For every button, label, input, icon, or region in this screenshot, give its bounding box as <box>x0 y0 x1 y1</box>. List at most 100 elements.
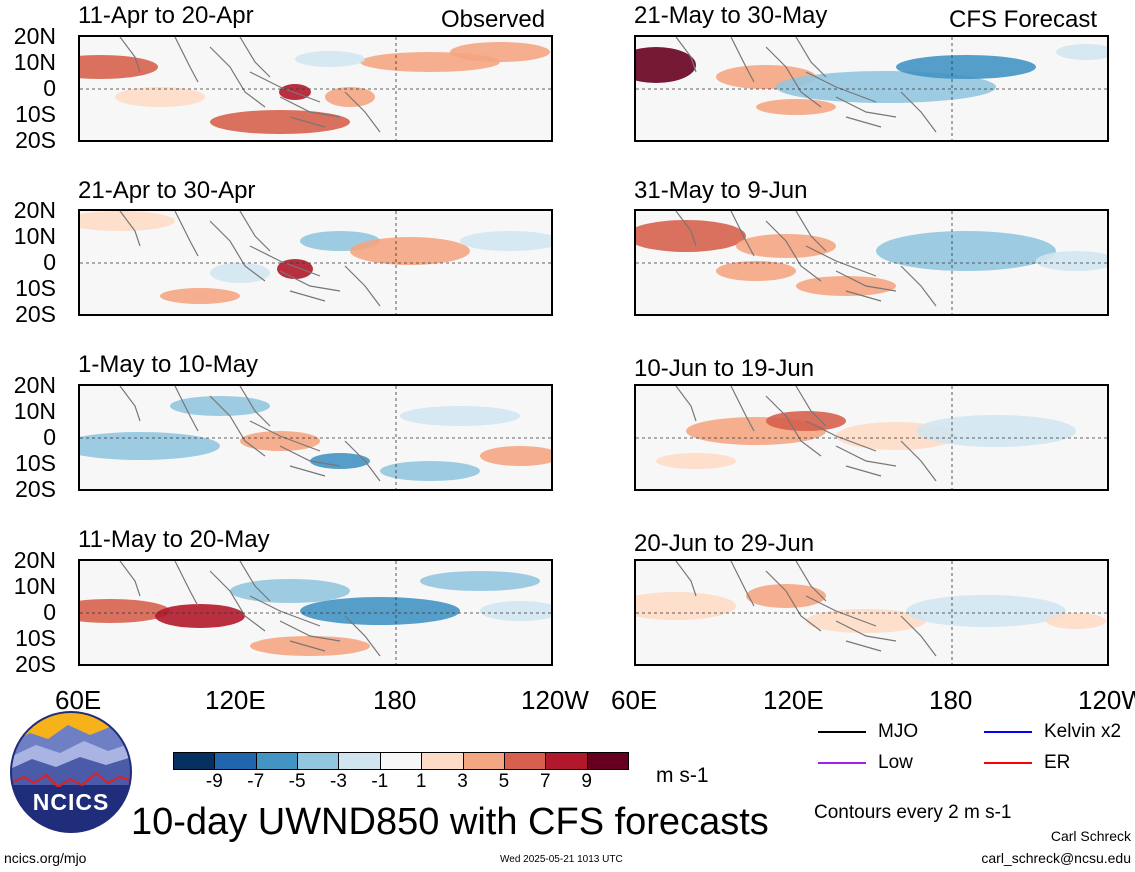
panel-title: 10-Jun to 19-Jun <box>634 355 815 382</box>
lat-label: 20S <box>15 651 56 677</box>
anomaly-blob <box>350 237 470 265</box>
legend-label-mjo: MJO <box>878 721 919 742</box>
colorbar-swatch <box>379 752 423 770</box>
anomaly-blob <box>155 604 245 628</box>
colorbar-tick-label: -7 <box>247 771 265 792</box>
lat-label: 10S <box>15 625 56 651</box>
anomaly-blob <box>736 234 836 258</box>
coastline <box>119 561 381 657</box>
anomaly-blob <box>400 406 520 426</box>
lat-label: 20N <box>13 197 56 223</box>
anomaly-map <box>80 37 551 140</box>
legend-label-kelvin: Kelvin x2 <box>1044 721 1122 742</box>
map-panel <box>634 384 1109 491</box>
anomaly-blob <box>240 431 320 451</box>
panel-title: 21-May to 30-May <box>634 2 828 29</box>
anomaly-map <box>80 211 551 314</box>
colorbar-tick-label: 1 <box>415 771 427 792</box>
coastline <box>119 211 381 307</box>
anomaly-map <box>636 561 1107 664</box>
colorbar-swatch <box>503 752 547 770</box>
lon-label: 120E <box>763 685 824 715</box>
anomaly-blob <box>806 609 926 633</box>
lat-label: 20N <box>13 23 56 49</box>
coastline <box>119 386 381 482</box>
colorbar-swatch <box>421 752 464 770</box>
anomaly-blob <box>1036 251 1107 271</box>
colorbar-ticks: -9 -7 -5 -3 -1 1 3 5 7 9 <box>173 772 628 794</box>
colorbar-tick-label: 7 <box>539 771 551 792</box>
anomaly-blob <box>210 110 350 134</box>
anomaly-blob <box>746 584 826 608</box>
colorbar <box>173 752 629 770</box>
lat-label: 0 <box>43 599 56 625</box>
legend-label-er: ER <box>1044 752 1071 773</box>
lat-label: 20N <box>13 547 56 573</box>
panel-title: 11-Apr to 20-Apr <box>78 2 254 29</box>
anomaly-blob <box>906 595 1066 627</box>
colorbar-tick-label: -5 <box>288 771 306 792</box>
map-panel <box>78 35 553 142</box>
colorbar-swatch <box>255 752 299 770</box>
lat-label: 20N <box>13 372 56 398</box>
lat-label: 10S <box>15 101 56 127</box>
anomaly-blob <box>1056 44 1107 60</box>
coastline <box>119 37 381 133</box>
anomaly-map <box>80 386 551 489</box>
panel-title: 31-May to 9-Jun <box>634 177 808 204</box>
site-link[interactable]: ncics.org/mjo <box>4 850 87 866</box>
lon-label: 180 <box>373 685 417 715</box>
map-panel <box>78 559 553 666</box>
ncics-logo: NCICS <box>10 711 132 833</box>
colorbar-units: m s-1 <box>656 764 709 787</box>
colorbar-swatch <box>214 752 257 770</box>
anomaly-blob <box>656 453 736 469</box>
contour-note: Contours every 2 m s-1 <box>814 802 1012 823</box>
colorbar-tick-label: 3 <box>457 771 468 792</box>
anomaly-blob <box>716 261 796 281</box>
anomaly-blob <box>896 55 1036 79</box>
lat-label: 10S <box>15 275 56 301</box>
lon-label: 60E <box>55 685 102 715</box>
anomaly-blob <box>1046 613 1106 629</box>
anomaly-map <box>636 386 1107 489</box>
map-panel <box>78 384 553 491</box>
anomaly-blob <box>160 288 240 304</box>
colorbar-tick-label: -1 <box>371 771 389 792</box>
anomaly-blob <box>916 415 1076 447</box>
anomaly-blob <box>776 71 996 103</box>
lat-label: 0 <box>43 424 56 450</box>
author: Carl Schreck <box>1050 828 1131 844</box>
anomaly-blob <box>380 461 480 481</box>
lat-label: 10N <box>13 573 56 599</box>
lat-label: 20S <box>15 127 56 153</box>
lat-label: 0 <box>43 249 56 275</box>
lon-label: 120W <box>1078 687 1135 713</box>
lon-label: 180 <box>929 685 973 715</box>
colorbar-swatch <box>338 752 381 770</box>
email: carl_schreck@ncsu.edu <box>981 850 1131 866</box>
panel-title: 11-May to 20-May <box>78 526 270 553</box>
legend-swatch-kelvin <box>984 731 1032 733</box>
coastline <box>675 37 937 133</box>
anomaly-blob <box>230 579 350 603</box>
lat-label: 20S <box>15 476 56 502</box>
anomaly-blob <box>636 47 696 83</box>
anomaly-map <box>80 561 551 664</box>
lat-label: 10N <box>13 398 56 424</box>
colorbar-tick-label: 9 <box>581 771 592 792</box>
anomaly-blob <box>80 55 158 79</box>
lat-label: 20S <box>15 301 56 327</box>
colorbar-tick-label: -9 <box>205 771 223 792</box>
anomaly-blob <box>796 276 896 296</box>
panel-title: 1-May to 10-May <box>78 351 259 378</box>
colorbar-tick-label: 5 <box>498 771 510 792</box>
legend-label-low: Low <box>878 752 913 773</box>
anomaly-blob <box>295 51 365 67</box>
coastline <box>675 386 937 482</box>
anomaly-blob <box>420 571 540 591</box>
anomaly-blob <box>300 597 460 625</box>
anomaly-blob <box>80 432 220 460</box>
map-panel <box>634 35 1109 142</box>
coastline <box>675 561 937 657</box>
